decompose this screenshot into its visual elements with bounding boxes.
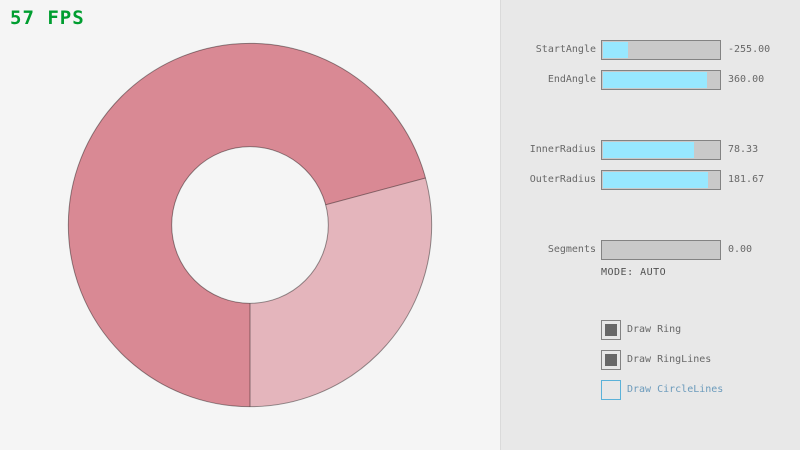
slider-value-segments: 0.00 — [728, 244, 753, 255]
slider-value-startangle: -255.00 — [728, 44, 771, 55]
slider-value-outerradius: 181.67 — [728, 174, 765, 185]
slider-row-startangle: StartAngle -255.00 — [501, 40, 800, 60]
checkbox-check-fill — [605, 354, 617, 366]
slider-value-endangle: 360.00 — [728, 74, 765, 85]
slider-outerradius[interactable] — [601, 170, 721, 190]
fps-counter: 57 FPS — [10, 7, 85, 29]
slider-row-innerradius: InnerRadius 78.33 — [501, 140, 800, 160]
checkbox-draw-ringlines[interactable] — [601, 350, 621, 370]
slider-label-segments: Segments — [547, 244, 596, 255]
checkbox-row-draw-ring: Draw Ring — [601, 320, 681, 340]
checkbox-row-draw-ringlines: Draw RingLines — [601, 350, 711, 370]
checkbox-draw-circlelines[interactable] — [601, 380, 621, 400]
checkbox-label-draw-ringlines: Draw RingLines — [627, 354, 712, 365]
slider-fill-outerradius — [603, 172, 709, 188]
checkbox-row-draw-circlelines: Draw CircleLines — [601, 380, 723, 400]
checkbox-label-draw-ring: Draw Ring — [627, 324, 682, 335]
ring-start-angle-line — [325, 177, 426, 206]
slider-segments[interactable] — [601, 240, 721, 260]
checkbox-draw-ring[interactable] — [601, 320, 621, 340]
slider-value-innerradius: 78.33 — [728, 144, 759, 155]
slider-endangle[interactable] — [601, 70, 721, 90]
checkbox-label-draw-circlelines: Draw CircleLines — [627, 384, 724, 395]
slider-fill-endangle — [603, 72, 708, 88]
ring-overlap-fill — [68, 43, 426, 407]
ring-inner-line — [171, 146, 329, 304]
slider-fill-innerradius — [603, 142, 694, 158]
slider-innerradius[interactable] — [601, 140, 721, 160]
slider-fill-startangle — [603, 42, 629, 58]
slider-row-outerradius: OuterRadius 181.67 — [501, 170, 800, 190]
checkbox-check-fill — [605, 324, 617, 336]
segments-mode-label: MODE: AUTO — [601, 267, 667, 278]
slider-label-innerradius: InnerRadius — [529, 144, 596, 155]
slider-label-endangle: EndAngle — [547, 74, 596, 85]
slider-label-startangle: StartAngle — [535, 44, 596, 55]
slider-row-segments: Segments 0.00 — [501, 240, 800, 260]
slider-startangle[interactable] — [601, 40, 721, 60]
ring-outer-line — [67, 42, 433, 408]
slider-label-outerradius: OuterRadius — [529, 174, 596, 185]
slider-row-endangle: EndAngle 360.00 — [501, 70, 800, 90]
controls-panel: StartAngle -255.00 EndAngle 360.00 Inner… — [500, 0, 800, 450]
